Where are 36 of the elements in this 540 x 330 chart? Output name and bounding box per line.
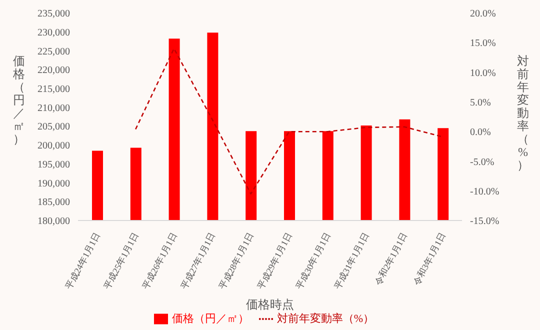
y2-tick-label: -10.0% <box>470 186 500 198</box>
x-tick-label: 平成30年1月1日 <box>294 230 332 292</box>
x-tick-label: 令和2年1月1日 <box>372 230 410 288</box>
y-tick-label: 225,000 <box>38 46 70 58</box>
y-tick-label: 230,000 <box>38 27 70 38</box>
y-tick-label: 195,000 <box>38 159 70 170</box>
y-tick-label: 200,000 <box>38 140 70 152</box>
line-series <box>134 48 444 194</box>
y2-tick-label: 5.0% <box>470 97 491 108</box>
y2-tick-label: 10.0% <box>470 68 496 79</box>
y2-tick-label: 15.0% <box>470 38 496 50</box>
x-axis-title: 価格時点 <box>246 298 294 312</box>
legend-label: 対前年変動率（%） <box>276 312 374 325</box>
x-tick-label: 平成24年1月1日 <box>64 230 102 292</box>
y2-tick-label: -15.0% <box>470 216 500 228</box>
y2-tick-label: 0.0% <box>470 127 491 138</box>
x-tick-label: 平成31年1月1日 <box>332 230 371 292</box>
y-tick-label: 180,000 <box>38 216 70 228</box>
y-axis-title: 価格（円／㎡） <box>12 54 26 146</box>
x-tick-label: 平成27年1月1日 <box>178 230 218 292</box>
y-tick-label: 210,000 <box>38 102 70 114</box>
y-tick-label: 235,000 <box>38 8 70 20</box>
y2-tick-label: 20.0% <box>470 8 496 20</box>
y2-tick-label: -5.0% <box>470 156 494 168</box>
x-tick-label: 平成29年1月1日 <box>256 230 294 292</box>
text: 対前年変動率（%） <box>517 54 529 172</box>
y-tick-label: 205,000 <box>38 122 70 133</box>
y-tick-label: 190,000 <box>38 178 70 190</box>
x-tick-label: 令和3年1月1日 <box>411 230 448 288</box>
y-tick-label: 215,000 <box>38 84 70 96</box>
y-tick-label: 185,000 <box>38 197 70 208</box>
x-tick-label: 平成25年1月1日 <box>102 230 140 292</box>
x-tick-label: 平成28年1月1日 <box>217 230 256 292</box>
x-tick-label: 平成26年1月1日 <box>140 230 179 292</box>
y-tick-label: 220,000 <box>38 65 70 76</box>
legend-label: 価格（円／㎡） <box>172 312 249 325</box>
